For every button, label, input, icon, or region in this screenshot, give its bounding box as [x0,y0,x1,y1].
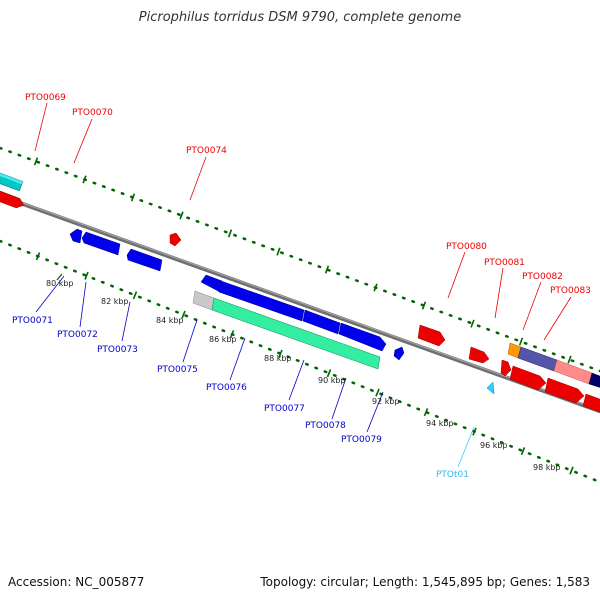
label-pto0081[interactable]: PTO0081 [484,258,525,268]
feature-pto0078-mark[interactable] [338,322,387,352]
kbp-scale-labels: 80 kbp 82 kbp 84 kbp 86 kbp 88 kbp 90 kb… [46,279,561,472]
lower-tick-ring [0,239,600,484]
major-tick [227,229,233,238]
label-pto0073[interactable]: PTO0073 [97,345,138,355]
major-tick [278,349,283,358]
feature-pto0075-mark[interactable] [200,274,223,293]
kbp-label-86: 86 kbp [209,335,237,344]
feature-pto0072-mark[interactable] [81,231,121,256]
feature-pto0081-mark[interactable] [468,346,490,364]
major-tick [276,247,281,256]
feature-pto0079-mark[interactable] [393,346,405,361]
feature-green-mark[interactable] [211,297,381,370]
feature-pto0069[interactable] [0,137,24,192]
major-tick [132,291,138,300]
label-pto0072[interactable]: PTO0072 [57,330,98,340]
label-ptot01[interactable]: PTOt01 [436,470,469,480]
major-tick [518,337,524,346]
kbp-label-98: 98 kbp [533,463,561,472]
label-pto0082[interactable]: PTO0082 [522,272,563,282]
feature-pto0080-mark[interactable] [417,324,446,347]
feature-gray-mark[interactable] [192,290,215,311]
label-pto0076[interactable]: PTO0076 [206,383,247,393]
upper-tick-ring [0,146,600,373]
feature-red-right-1[interactable] [509,365,547,391]
upper-leader-lines [34,102,572,341]
ptot01-leader-line [457,426,475,468]
major-tick [324,265,330,274]
feature-pto0076-mark[interactable] [218,280,305,322]
feature-ptot01-mark[interactable] [486,381,495,395]
feature-red-right-3[interactable] [582,393,600,414]
kbp-label-82: 82 kbp [101,297,129,306]
upper-gene-labels: PTO0069 PTO0070 PTO0074 PTO0080 PTO0081 … [25,93,591,296]
label-pto0078[interactable]: PTO0078 [305,421,346,431]
feature-pto0071-mark[interactable] [69,228,83,244]
label-pto0070[interactable]: PTO0070 [72,108,113,118]
major-tick [33,157,39,166]
label-pto0069[interactable]: PTO0069 [25,93,66,103]
major-tick [229,330,235,339]
major-tick [569,466,574,475]
kbp-label-88: 88 kbp [264,354,292,363]
major-tick [470,319,475,328]
feature-pto0077-mark[interactable] [302,309,341,335]
feature-navy-mark[interactable] [588,372,600,389]
accession-text: Accession: NC_005877 [8,575,145,589]
major-tick [326,369,332,378]
topology-text: Topology: circular; Length: 1,545,895 bp… [260,575,590,589]
map-title: Picrophilus torridus DSM 9790, complete … [138,10,462,25]
lower-gene-labels: PTO0071 PTO0072 PTO0073 PTO0075 PTO0076 … [12,316,469,480]
label-pto0071[interactable]: PTO0071 [12,316,53,326]
feature-small-red-mark[interactable] [500,359,512,377]
major-tick [84,271,89,280]
major-tick [520,447,526,456]
features [69,228,600,414]
label-pto0075[interactable]: PTO0075 [157,365,198,375]
forward-strand-features [0,137,25,209]
label-pto0077[interactable]: PTO0077 [264,404,305,414]
label-pto0074[interactable]: PTO0074 [186,146,227,156]
feature-pto0073-mark[interactable] [126,248,163,272]
major-tick [421,301,427,310]
kbp-label-90: 90 kbp [318,376,346,385]
genome-backbone [0,193,600,414]
label-pto0079[interactable]: PTO0079 [341,435,382,445]
kbp-label-94: 94 kbp [426,419,454,428]
major-tick [375,388,380,397]
kbp-label-96: 96 kbp [480,441,508,450]
feature-purple-mark[interactable] [517,346,558,372]
major-tick [35,252,41,261]
major-tick [179,211,184,220]
label-pto0080[interactable]: PTO0080 [446,242,487,252]
major-tick [373,283,378,292]
major-tick [130,193,136,202]
label-pto0083[interactable]: PTO0083 [550,286,591,296]
feature-pto0083-mark[interactable] [553,359,593,385]
lower-leader-lines [35,275,384,433]
kbp-label-84: 84 kbp [156,316,184,325]
feature-pto0074-mark[interactable] [169,232,182,247]
major-tick [472,427,477,436]
major-tick [423,408,429,417]
kbp-label-80: 80 kbp [46,279,74,288]
major-tick [82,175,87,184]
kbp-label-92: 92 kbp [372,397,400,406]
major-tick [181,310,186,319]
feature-red-right-2[interactable] [544,377,585,404]
kbp-leader-lines [56,273,63,281]
major-tick [567,355,572,364]
